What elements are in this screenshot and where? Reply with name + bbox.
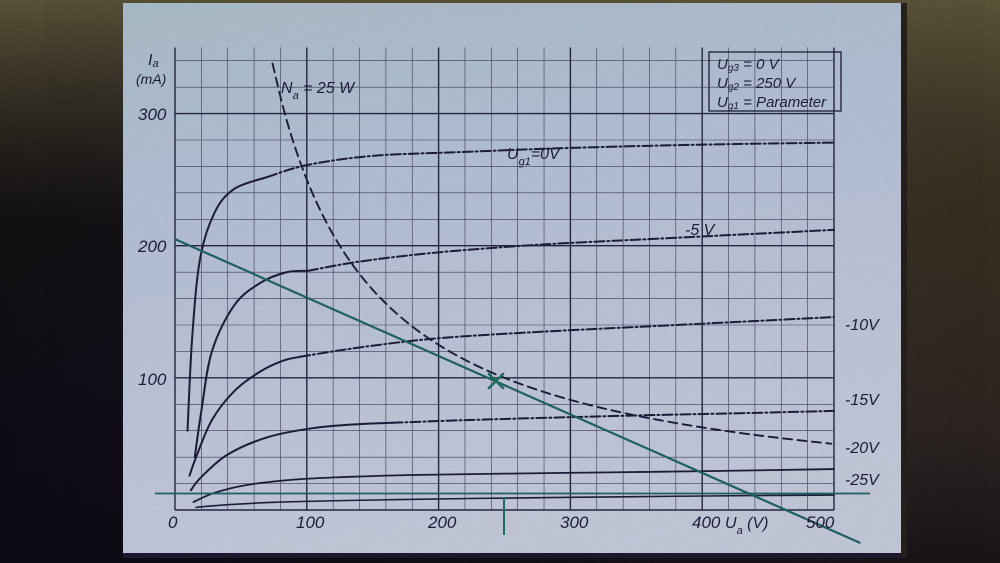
svg-text:100: 100 bbox=[296, 513, 325, 532]
svg-text:Ug3 = 0 V: Ug3 = 0 V bbox=[717, 56, 781, 74]
svg-text:500: 500 bbox=[806, 513, 835, 532]
svg-text:(mA): (mA) bbox=[136, 71, 166, 87]
svg-text:300: 300 bbox=[560, 513, 589, 532]
svg-text:200: 200 bbox=[427, 513, 457, 532]
svg-text:-25V: -25V bbox=[845, 472, 880, 489]
svg-text:100: 100 bbox=[138, 370, 167, 389]
svg-text:0: 0 bbox=[168, 513, 178, 532]
svg-text:-5 V: -5 V bbox=[685, 222, 716, 239]
svg-text:-10V: -10V bbox=[845, 317, 880, 334]
svg-text:400: 400 bbox=[692, 513, 721, 532]
svg-text:200: 200 bbox=[137, 237, 167, 256]
svg-text:300: 300 bbox=[138, 105, 167, 124]
svg-text:-15V: -15V bbox=[845, 392, 880, 409]
svg-text:-20V: -20V bbox=[845, 440, 880, 457]
